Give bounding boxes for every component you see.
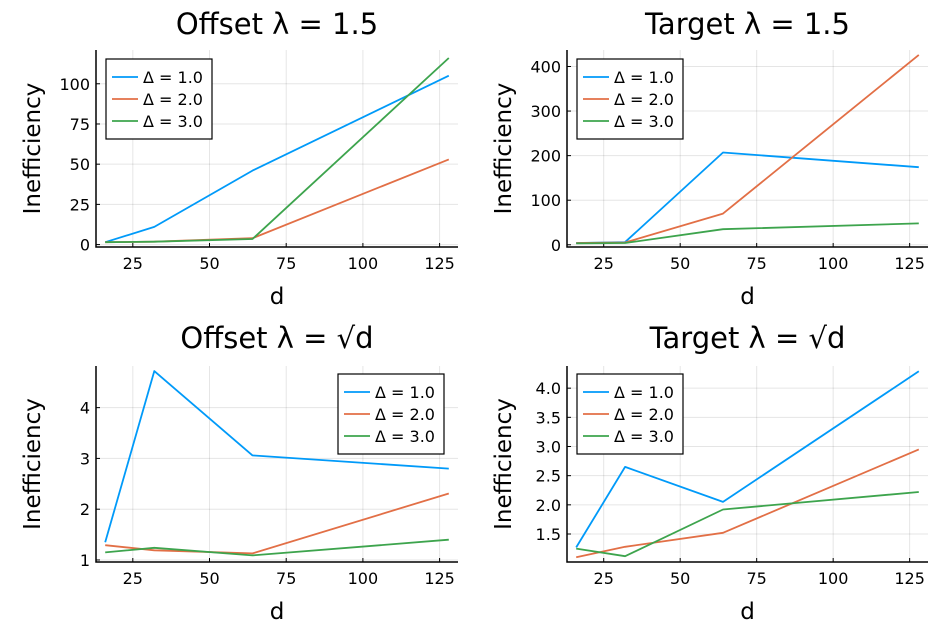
legend-entry: Δ = 2.0 [143, 90, 203, 109]
x-tick-label: 125 [424, 569, 455, 588]
x-tick-label: 125 [424, 254, 455, 273]
legend-entry: Δ = 1.0 [614, 68, 674, 87]
x-tick-label: 25 [123, 569, 143, 588]
y-tick-label: 200 [530, 147, 561, 166]
x-tick-label: 50 [199, 254, 219, 273]
y-tick-label: 1.5 [536, 525, 561, 544]
legend-entry: Δ = 1.0 [143, 68, 203, 87]
subplot-2: Target λ = 1.5 25 50 75 100 125 0 100 200 300 400 d… [491, 7, 928, 310]
x-tick-label: 50 [670, 569, 690, 588]
x-axis-label: d [740, 599, 755, 622]
y-tick-label: 2.5 [536, 467, 561, 486]
x-tick-label: 50 [199, 569, 219, 588]
y-axis-label: Inefficiency [20, 398, 46, 530]
x-tick-label: 75 [746, 569, 766, 588]
legend: Δ = 1.0 Δ = 2.0 Δ = 3.0 [338, 374, 444, 454]
legend-entry: Δ = 1.0 [375, 383, 435, 402]
y-tick-label: 4.0 [536, 379, 561, 398]
legend: Δ = 1.0 Δ = 2.0 Δ = 3.0 [106, 59, 212, 139]
y-tick-label: 50 [70, 155, 90, 174]
series-line-1 [576, 153, 919, 244]
y-tick-label: 1 [80, 551, 90, 570]
y-axis-label: Inefficiency [491, 83, 517, 215]
x-axis-label: d [740, 284, 755, 310]
y-tick-label: 25 [70, 195, 90, 214]
legend-entry: Δ = 1.0 [614, 383, 674, 402]
x-tick-label: 125 [894, 569, 925, 588]
legend-entry: Δ = 2.0 [614, 405, 674, 424]
x-axis-label: d [270, 599, 285, 622]
legend-entry: Δ = 3.0 [614, 112, 674, 131]
legend-entry: Δ = 3.0 [143, 112, 203, 131]
series-line-2 [105, 159, 449, 242]
y-tick-label: 0 [80, 236, 90, 255]
legend-entry: Δ = 3.0 [614, 427, 674, 446]
x-tick-label: 100 [348, 569, 379, 588]
legend-entry: Δ = 2.0 [614, 90, 674, 109]
x-tick-label: 75 [276, 569, 296, 588]
y-tick-label: 400 [530, 57, 561, 76]
subplot-1: Offset λ = 1.5 25 50 75 100 125 0 25 50 75 100 d Ine… [20, 7, 458, 310]
legend-entry: Δ = 3.0 [375, 427, 435, 446]
y-axis-label: Inefficiency [491, 398, 517, 530]
x-tick-label: 75 [276, 254, 296, 273]
x-tick-label: 25 [594, 569, 614, 588]
y-tick-label: 4 [80, 399, 90, 418]
subplot-4: Target λ = √d 25 50 75 100 125 1.5 2.0 2.5 3.0 3.5… [491, 321, 928, 622]
chart-title: Offset λ = 1.5 [176, 7, 378, 41]
y-tick-label: 75 [70, 115, 90, 134]
y-axis-label: Inefficiency [20, 83, 46, 215]
chart-title: Target λ = 1.5 [644, 7, 850, 41]
chart-title: Target λ = √d [649, 321, 846, 355]
y-tick-label: 2 [80, 500, 90, 519]
x-tick-label: 125 [894, 254, 925, 273]
y-tick-label: 3 [80, 449, 90, 468]
y-tick-label: 0 [551, 236, 561, 255]
x-tick-label: 25 [123, 254, 143, 273]
y-tick-label: 2.0 [536, 496, 561, 515]
series-line-3 [105, 540, 449, 556]
legend: Δ = 1.0 Δ = 2.0 Δ = 3.0 [577, 59, 683, 139]
x-axis-label: d [270, 284, 285, 310]
y-tick-label: 3.0 [536, 438, 561, 457]
y-tick-label: 100 [59, 75, 90, 94]
subplot-3: Offset λ = √d 25 50 75 100 125 1 2 3 4 d Inefficien… [20, 321, 458, 622]
y-tick-label: 3.5 [536, 408, 561, 427]
x-tick-label: 100 [818, 254, 849, 273]
x-tick-label: 100 [348, 254, 379, 273]
series-line-2 [576, 449, 919, 557]
x-tick-label: 100 [818, 569, 849, 588]
x-tick-label: 50 [670, 254, 690, 273]
legend-entry: Δ = 2.0 [375, 405, 435, 424]
chart-title: Offset λ = √d [180, 321, 373, 355]
x-tick-label: 75 [746, 254, 766, 273]
legend: Δ = 1.0 Δ = 2.0 Δ = 3.0 [577, 374, 683, 454]
y-tick-label: 100 [530, 191, 561, 210]
x-tick-label: 25 [594, 254, 614, 273]
y-tick-label: 300 [530, 102, 561, 121]
